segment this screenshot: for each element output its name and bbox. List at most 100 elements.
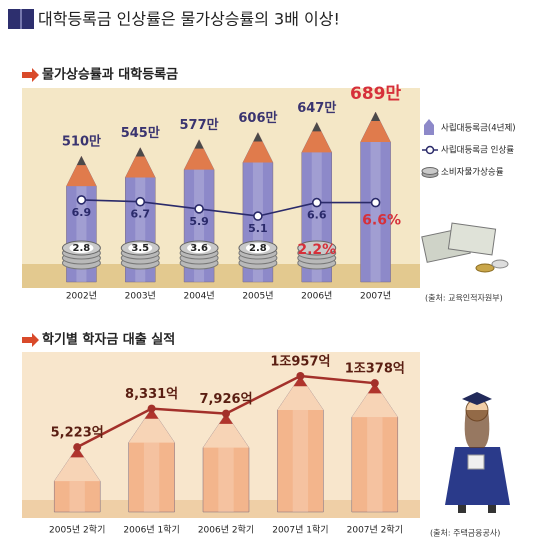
subtitle-arrow bbox=[22, 333, 39, 347]
pencil-lead bbox=[144, 408, 159, 419]
line-marker bbox=[76, 195, 87, 205]
coin-label-bg bbox=[69, 243, 94, 253]
coin-label: 2.8 bbox=[73, 243, 91, 254]
pencil-shade bbox=[292, 410, 309, 512]
pencil-lead bbox=[253, 132, 263, 142]
pencil-wood bbox=[203, 413, 249, 448]
line-label: 6.6% bbox=[362, 213, 401, 229]
source: (출처: 주택금융공사) bbox=[430, 528, 500, 538]
coin-deco bbox=[475, 263, 495, 273]
value-label: 510만 bbox=[62, 134, 101, 150]
pencil-lead bbox=[76, 156, 86, 166]
pencil-shade bbox=[69, 481, 85, 512]
coin-label: 2.8 bbox=[249, 243, 267, 254]
pencil-shade bbox=[143, 442, 160, 512]
legend-label: 사립대등록금 인상률 bbox=[441, 145, 514, 156]
pencil-lead bbox=[367, 383, 382, 394]
pencil-wood bbox=[54, 447, 101, 482]
legend-icon bbox=[424, 119, 434, 135]
x-tick-label: 2007년 2학기 bbox=[347, 525, 403, 536]
pencil-shade bbox=[367, 417, 383, 512]
pencil-wood bbox=[66, 156, 97, 187]
pencil-wood bbox=[128, 408, 175, 443]
coin-label-bg bbox=[187, 243, 212, 253]
header: 대학등록금 인상률은 물가상승률의 3배 이상! bbox=[8, 9, 340, 29]
line-marker bbox=[194, 204, 204, 214]
value-label: 1조378억 bbox=[345, 362, 405, 377]
shoe bbox=[458, 505, 466, 513]
shoe bbox=[488, 505, 496, 513]
tip-marker bbox=[222, 409, 230, 418]
money-illustration bbox=[421, 222, 509, 273]
coin-label: 3.5 bbox=[131, 243, 149, 254]
pencil-lead bbox=[219, 413, 233, 424]
x-tick-label: 2004년 bbox=[183, 291, 214, 302]
pencil-shade bbox=[218, 447, 234, 512]
pencil-shade bbox=[370, 142, 381, 282]
value-label: 5,223억 bbox=[51, 426, 104, 441]
pencil-wood bbox=[242, 132, 273, 163]
value-label: 606만 bbox=[238, 110, 277, 126]
legend-label: 사립대등록금(4년제) bbox=[441, 123, 516, 134]
value-label: 545만 bbox=[121, 125, 160, 141]
x-tick-label: 2006년 bbox=[301, 291, 332, 302]
tip-marker bbox=[370, 379, 379, 388]
coin-label-bg bbox=[128, 243, 153, 253]
legend-icon bbox=[421, 167, 439, 175]
pencil-shade bbox=[252, 162, 263, 282]
x-tick-label: 2002년 bbox=[66, 291, 97, 302]
value-label: 647만 bbox=[297, 100, 336, 116]
line-marker bbox=[311, 197, 322, 208]
x-tick-label: 2006년 1학기 bbox=[123, 525, 179, 536]
pencil-lead bbox=[70, 447, 85, 458]
pencil-lead bbox=[293, 376, 308, 387]
line-label: 5.9 bbox=[189, 215, 209, 228]
line-label: 6.7 bbox=[131, 208, 151, 221]
rate-line bbox=[81, 199, 376, 217]
x-tick-label: 2007년 1학기 bbox=[272, 525, 328, 536]
subtitle-arrow bbox=[22, 68, 39, 82]
legend-icon bbox=[425, 145, 435, 155]
x-tick-label: 2005년 2학기 bbox=[49, 525, 105, 536]
gown bbox=[445, 447, 510, 505]
x-tick-label: 2003년 bbox=[125, 291, 156, 302]
value-label: 7,926억 bbox=[199, 392, 252, 407]
tip-marker bbox=[73, 443, 82, 452]
coin-deco bbox=[491, 259, 509, 269]
pencil-wood bbox=[277, 376, 324, 410]
graduate-illustration bbox=[445, 392, 510, 513]
pencil-shade bbox=[311, 152, 322, 282]
line-label: 6.9 bbox=[72, 206, 92, 219]
pencil-lead bbox=[194, 139, 204, 149]
coin-label-bg bbox=[245, 243, 270, 253]
line-label: 5.1 bbox=[248, 222, 268, 235]
value-label: 8,331억 bbox=[125, 387, 178, 402]
tip-marker bbox=[147, 404, 156, 413]
pencil-wood bbox=[301, 122, 332, 153]
value-label: 577만 bbox=[180, 117, 219, 133]
line-marker bbox=[253, 211, 263, 221]
coin-label: 3.6 bbox=[190, 243, 208, 254]
coin bbox=[297, 240, 337, 256]
pencil-lead bbox=[135, 147, 145, 157]
coin-label: 2.2% bbox=[297, 242, 336, 258]
line-marker bbox=[370, 197, 381, 208]
diploma bbox=[467, 454, 485, 470]
x-tick-label: 2005년 bbox=[242, 291, 273, 302]
page-title: 대학등록금 인상률은 물가상승률의 3배 이상! bbox=[38, 10, 340, 29]
pencil-wood bbox=[125, 147, 156, 178]
pencil-shade bbox=[135, 177, 146, 282]
value-label: 689만 bbox=[350, 84, 401, 104]
pencil-wood bbox=[351, 383, 398, 418]
source: (출처: 교육인적자원부) bbox=[425, 293, 503, 303]
pencil-lead bbox=[312, 122, 322, 132]
pencil-shade bbox=[76, 186, 87, 282]
chart-title: 학기별 학자금 대출 실적 bbox=[42, 332, 175, 348]
line-label: 6.6 bbox=[307, 209, 327, 222]
x-tick-label: 2007년 bbox=[360, 291, 391, 302]
x-tick-label: 2006년 2학기 bbox=[198, 525, 254, 536]
pencil-lead bbox=[371, 112, 381, 121]
chart-title: 물가상승률과 대학등록금 bbox=[42, 67, 178, 83]
pencil-wood bbox=[184, 139, 215, 170]
